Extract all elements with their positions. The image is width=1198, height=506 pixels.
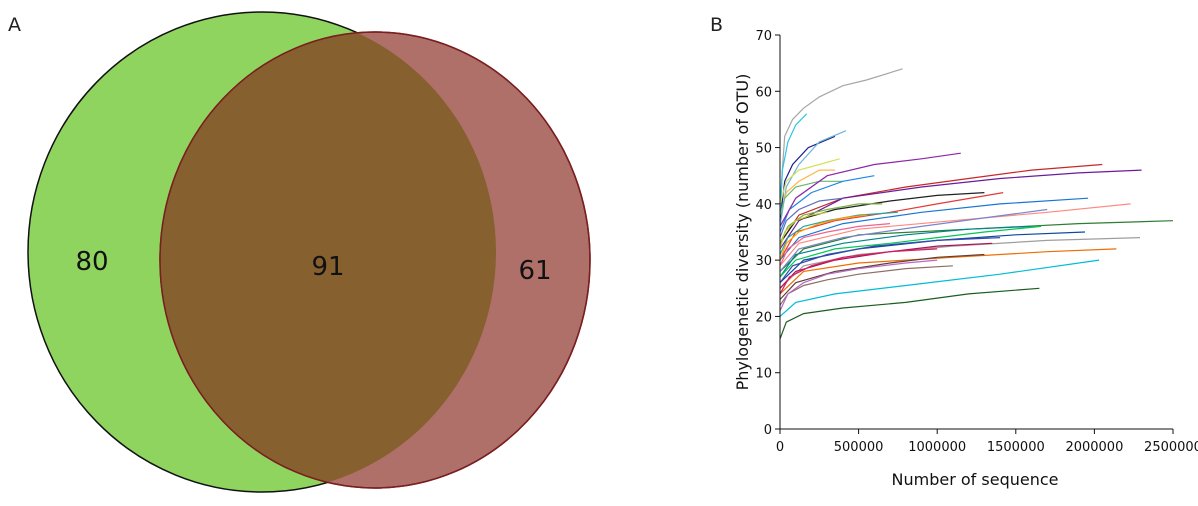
venn-set-right-outline [159,31,591,489]
series-line-11 [779,169,1142,250]
y-tick-label: 10 [755,367,772,382]
series-line-36 [779,211,828,250]
series-line-27 [779,259,1100,317]
venn-count-right-only: 61 [518,256,551,286]
series-line-18 [779,225,1032,278]
y-tick-label: 0 [764,423,772,438]
x-tick-label: 2500000 [1144,440,1198,455]
y-tick-label: 70 [755,29,772,44]
series-line-6 [779,158,840,205]
series-line-34 [779,214,867,261]
series-line-26 [779,248,938,295]
y-tick-label: 20 [755,310,772,325]
series-line-9 [779,152,961,227]
series-line-5 [779,169,835,216]
series-line-17 [779,208,1048,272]
series-line-3 [779,135,836,221]
venn-count-left-only: 80 [75,247,108,277]
series-line-2 [779,113,808,221]
series-line-1 [779,68,903,204]
series-line-15 [779,203,1131,267]
panel-a-letter: A [8,14,21,36]
y-tick-label: 50 [755,142,772,157]
x-tick-label: 1500000 [987,440,1045,455]
series-line-30 [779,259,938,312]
y-tick-label: 40 [755,198,772,213]
x-tick-label: 2000000 [1065,440,1123,455]
y-tick-label: 30 [755,254,772,269]
y-axis-title: Phylogenetic diversity (number of OTU) [733,74,752,391]
x-axis-title: Number of sequence [892,470,1059,489]
x-tick-label: 0 [776,440,784,455]
series-line-8 [779,175,875,233]
series-line-12 [779,192,985,244]
series-line-22 [779,225,1042,278]
series-line-16 [779,220,1174,272]
y-tick-label: 60 [755,85,772,100]
x-tick-label: 1000000 [908,440,966,455]
series-line-33 [779,203,883,244]
x-tick-label: 500000 [834,440,884,455]
series-line-35 [779,197,843,238]
series-line-10 [779,163,1103,244]
series-line-14 [779,197,1089,261]
series-line-23 [779,242,993,289]
venn-count-intersection: 91 [311,252,344,282]
panel-b-letter: B [710,14,723,36]
plot-area [779,68,1174,340]
series-line-32 [779,223,891,267]
series-line-21 [779,248,1117,295]
series-line-24 [779,253,985,300]
series-line-31 [779,211,898,255]
line-chart-panel: B 0 500000 1000000 1500000 2000000 2500000 0 10… [710,14,1198,489]
series-line-28 [779,287,1040,340]
venn-panel: A 80 91 61 [8,11,591,493]
axes: 0 500000 1000000 1500000 2000000 2500000 0 10 20… [755,29,1198,455]
series-line-25 [779,237,1001,284]
series-line-7 [779,180,843,216]
